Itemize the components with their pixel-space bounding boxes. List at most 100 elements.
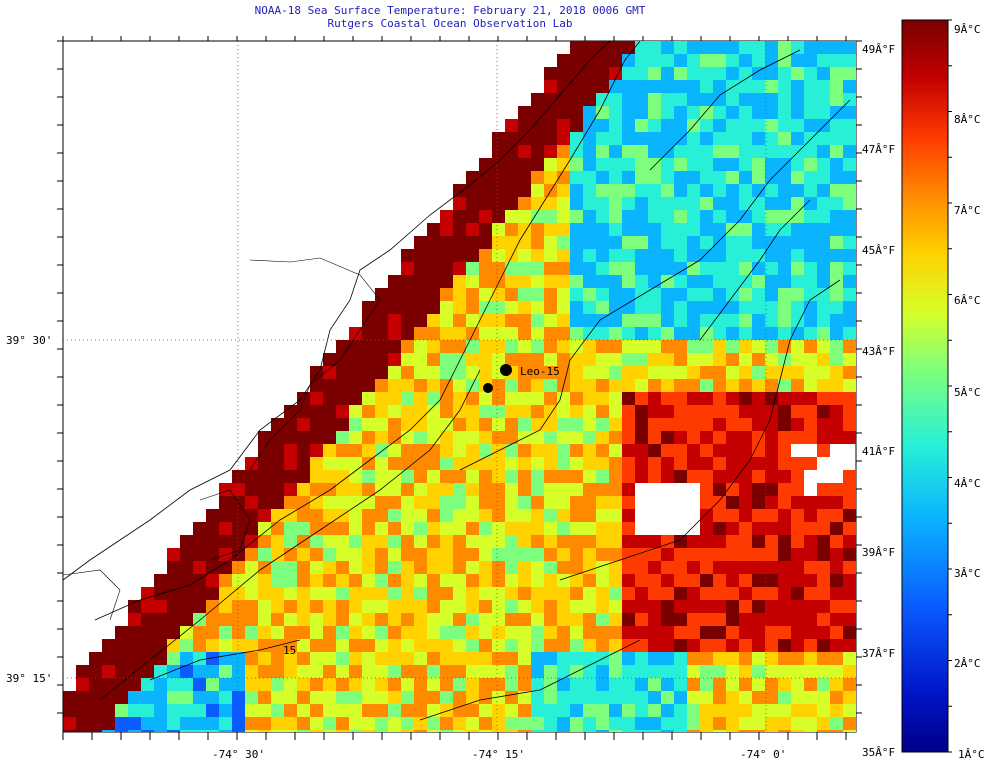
sst-cell (622, 587, 635, 600)
sst-cell (817, 639, 830, 652)
sst-cell (427, 457, 440, 470)
sst-cell (570, 717, 583, 730)
sst-cell (596, 457, 609, 470)
sst-cell (557, 353, 570, 366)
sst-cell (778, 106, 791, 119)
sst-cell (648, 249, 661, 262)
sst-cell (609, 236, 622, 249)
sst-cell (765, 379, 778, 392)
sst-cell (765, 431, 778, 444)
sst-cell (713, 639, 726, 652)
sst-cell (830, 639, 843, 652)
sst-cell (791, 223, 804, 236)
sst-cell (648, 431, 661, 444)
sst-cell (700, 587, 713, 600)
sst-cell (622, 301, 635, 314)
sst-cell (518, 210, 531, 223)
sst-cell (791, 548, 804, 561)
sst-cell (466, 262, 479, 275)
sst-cell (557, 470, 570, 483)
sst-cell (544, 574, 557, 587)
sst-cell (622, 717, 635, 730)
sst-cell (739, 340, 752, 353)
sst-cell (843, 106, 856, 119)
sst-cell (323, 392, 336, 405)
sst-cell (609, 678, 622, 691)
sst-cell (570, 444, 583, 457)
sst-cell (778, 457, 791, 470)
sst-cell (830, 197, 843, 210)
sst-cell (362, 418, 375, 431)
sst-cell (362, 444, 375, 457)
sst-cell (531, 327, 544, 340)
sst-cell (726, 54, 739, 67)
sst-cell (336, 600, 349, 613)
sst-cell (336, 717, 349, 730)
sst-cell (349, 730, 362, 732)
sst-cell (479, 509, 492, 522)
sst-cell (492, 262, 505, 275)
sst-cell (752, 535, 765, 548)
sst-cell (843, 405, 856, 418)
sst-cell (778, 392, 791, 405)
sst-cell (167, 717, 180, 730)
sst-cell (609, 249, 622, 262)
sst-cell (739, 522, 752, 535)
sst-cell (453, 691, 466, 704)
sst-cell (726, 626, 739, 639)
sst-cell (388, 340, 401, 353)
sst-cell (466, 496, 479, 509)
sst-cell (414, 483, 427, 496)
sst-cell (648, 223, 661, 236)
sst-cell (531, 197, 544, 210)
sst-cell (843, 353, 856, 366)
sst-cell (479, 704, 492, 717)
sst-cell (440, 457, 453, 470)
sst-cell (687, 41, 700, 54)
sst-cell (778, 496, 791, 509)
sst-cell (843, 197, 856, 210)
sst-cell (414, 431, 427, 444)
sst-cell (765, 275, 778, 288)
map-title: NOAA-18 Sea Surface Temperature: Februar… (254, 4, 646, 17)
sst-cell (752, 678, 765, 691)
sst-cell (791, 249, 804, 262)
sst-cell (466, 535, 479, 548)
sst-cell (778, 80, 791, 93)
sst-cell (518, 236, 531, 249)
sst-cell (336, 366, 349, 379)
sst-cell (804, 613, 817, 626)
sst-cell (193, 626, 206, 639)
sst-cell (128, 613, 141, 626)
sst-cell (271, 535, 284, 548)
sst-cell (700, 392, 713, 405)
sst-cell (557, 67, 570, 80)
sst-cell (596, 665, 609, 678)
sst-cell (635, 574, 648, 587)
sst-cell (804, 41, 817, 54)
sst-cell (557, 574, 570, 587)
sst-cell (310, 379, 323, 392)
sst-cell (661, 678, 674, 691)
sst-cell (700, 106, 713, 119)
sst-cell (583, 431, 596, 444)
sst-cell (284, 522, 297, 535)
sst-cell (791, 457, 804, 470)
sst-cell (843, 704, 856, 717)
sst-cell (557, 548, 570, 561)
sst-cell (765, 223, 778, 236)
sst-cell (167, 704, 180, 717)
sst-cell (440, 535, 453, 548)
sst-cell (648, 41, 661, 54)
sst-cell (297, 717, 310, 730)
sst-cell (570, 171, 583, 184)
sst-cell (141, 626, 154, 639)
sst-cell (102, 652, 115, 665)
sst-cell (687, 184, 700, 197)
sst-cell (388, 730, 401, 732)
sst-cell (479, 730, 492, 732)
sst-cell (557, 587, 570, 600)
sst-cell (492, 730, 505, 732)
sst-cell (427, 535, 440, 548)
sst-cell (388, 678, 401, 691)
